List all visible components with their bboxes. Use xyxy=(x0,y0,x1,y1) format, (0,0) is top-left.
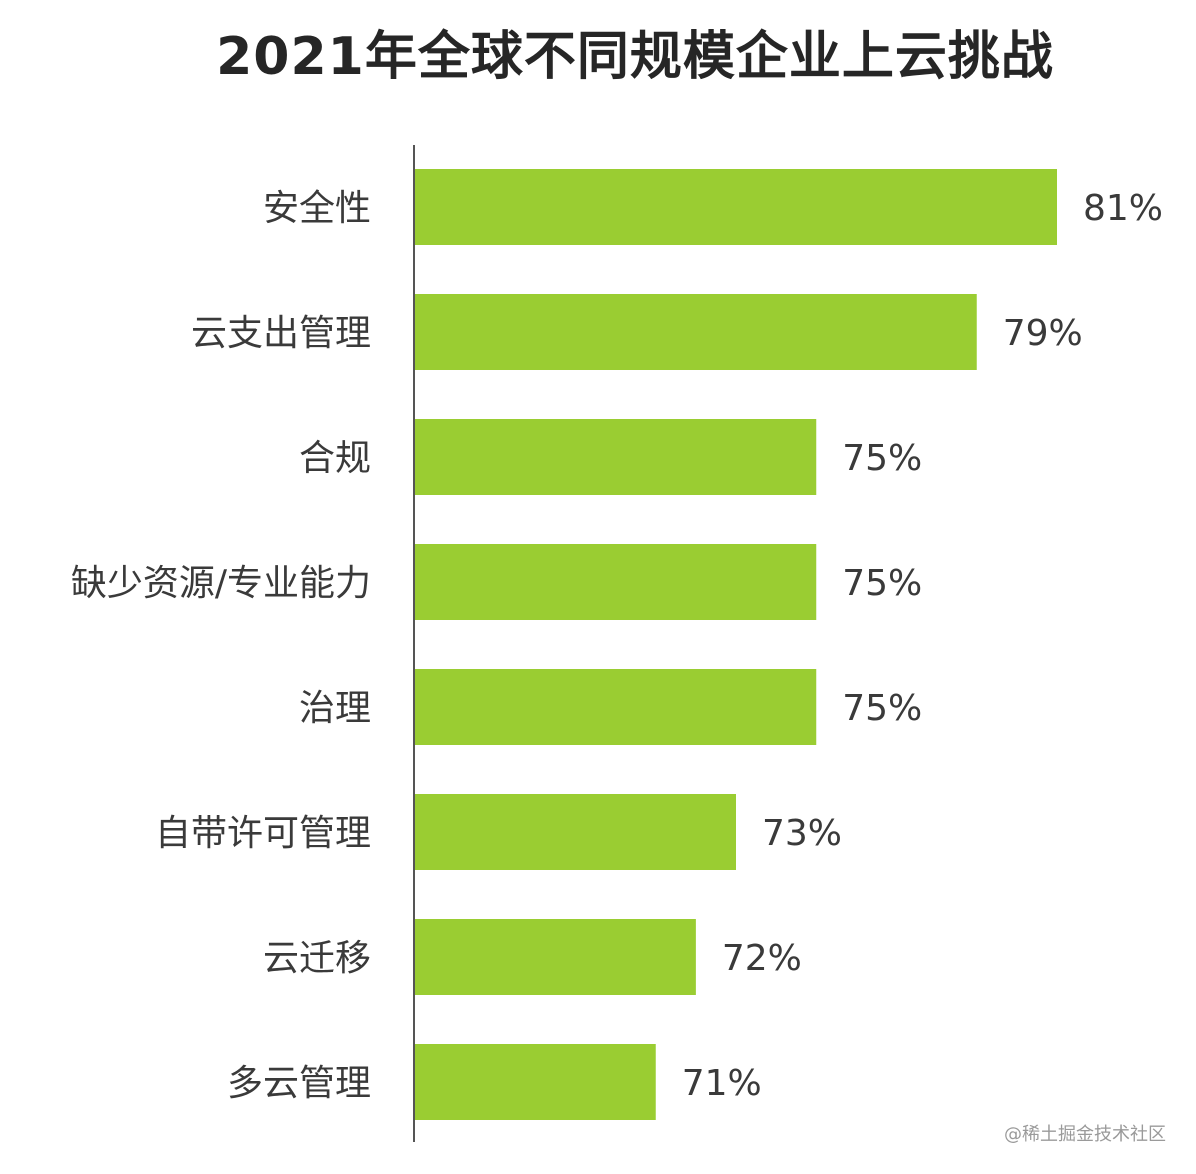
value-label: 75% xyxy=(842,563,922,604)
bar xyxy=(415,419,817,495)
value-label: 75% xyxy=(842,688,922,729)
category-label: 多云管理 xyxy=(227,1063,371,1104)
bar xyxy=(415,1044,656,1120)
bar xyxy=(415,919,696,995)
category-label: 安全性 xyxy=(263,188,371,229)
category-label: 云支出管理 xyxy=(191,313,371,354)
bar xyxy=(415,169,1057,245)
category-label: 云迁移 xyxy=(263,938,371,979)
value-label: 71% xyxy=(682,1063,762,1104)
category-label: 合规 xyxy=(299,438,371,479)
value-label: 72% xyxy=(722,938,802,979)
category-label: 缺少资源/专业能力 xyxy=(71,563,371,604)
value-label: 75% xyxy=(842,438,922,479)
value-label: 79% xyxy=(1003,313,1083,354)
value-label: 81% xyxy=(1083,188,1163,229)
category-label: 自带许可管理 xyxy=(155,813,371,854)
bar xyxy=(415,794,736,870)
bar xyxy=(415,544,817,620)
bar xyxy=(415,294,977,370)
bars-group: 安全性 81% 云支出管理 79% 合规 75% 缺少资源/专业能力 75% 治理 75% 自带许可… xyxy=(71,169,1163,1120)
category-label: 治理 xyxy=(299,688,371,729)
value-label: 73% xyxy=(762,813,842,854)
bar xyxy=(415,669,817,745)
watermark: @稀土掘金技术社区 xyxy=(1004,1124,1166,1145)
chart-title: 2021年全球不同规模企业上云挑战 xyxy=(216,27,1054,87)
